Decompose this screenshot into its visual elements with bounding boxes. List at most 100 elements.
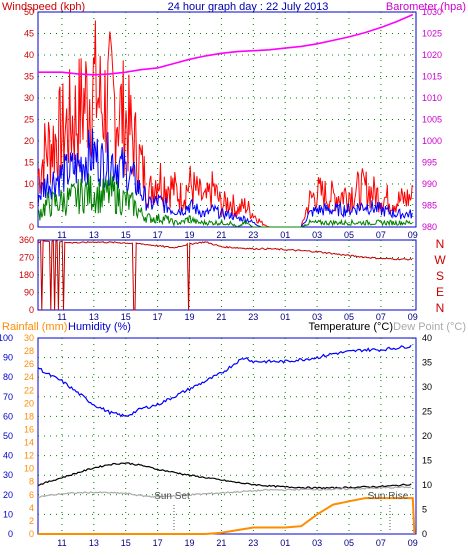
dewpoint-series — [37, 485, 412, 499]
temperature-title: Temperature (°C) — [309, 321, 393, 333]
x-tick-label: 03 — [312, 312, 322, 322]
barometer-series — [38, 13, 414, 76]
compass-label: N — [436, 237, 445, 251]
temperature-series — [37, 462, 412, 490]
x-tick-label: 19 — [185, 230, 195, 240]
barometer-right-tick: 1030 — [422, 7, 442, 17]
x-tick-label: 09 — [408, 230, 418, 240]
x-tick-label: 07 — [376, 312, 386, 322]
humidity-tick: 100 — [0, 333, 13, 343]
direction-left-tick: 360 — [19, 235, 34, 245]
rain-tick: 30 — [24, 333, 34, 343]
x-tick-label: 15 — [121, 538, 131, 548]
rain-tick: 2 — [29, 516, 34, 526]
barometer-right-tick: 990 — [422, 179, 437, 189]
barometer-title: Barometer (hpa) — [386, 1, 466, 13]
x-tick-label: 07 — [376, 538, 386, 548]
barometer-right-tick: 1000 — [422, 136, 442, 146]
x-tick-label: 03 — [312, 230, 322, 240]
x-tick-label: 13 — [89, 312, 99, 322]
x-tick-label: 11 — [57, 312, 66, 322]
rain-series — [38, 497, 416, 535]
rainfall-title: Rainfall (mm) — [2, 321, 67, 333]
temperature-tick: 20 — [422, 431, 432, 441]
rain-tick: 14 — [24, 438, 34, 448]
wind-left-tick: 5 — [29, 201, 34, 211]
rain-tick: 0 — [29, 529, 34, 539]
humidity-title: Humidity (%) — [68, 321, 131, 333]
rain-tick: 8 — [29, 477, 34, 487]
x-tick-label: 11 — [57, 538, 66, 548]
rain-tick: 22 — [24, 385, 34, 395]
temperature-tick: 10 — [422, 480, 432, 490]
humidity-tick: 90 — [3, 353, 13, 363]
humidity-tick: 70 — [3, 392, 13, 402]
x-tick-label: 13 — [89, 538, 99, 548]
x-tick-label: 07 — [376, 230, 386, 240]
graph-title: 24 hour graph day : 22 July 2013 — [168, 1, 329, 13]
x-tick-label: 17 — [153, 230, 163, 240]
wind-left-tick: 10 — [24, 179, 34, 189]
rain-tick: 28 — [24, 346, 34, 356]
x-tick-label: 19 — [185, 312, 195, 322]
temperature-tick: 15 — [422, 456, 432, 466]
barometer-right-tick: 1010 — [422, 93, 442, 103]
x-tick-label: 11 — [57, 230, 66, 240]
barometer-right-tick: 995 — [422, 158, 437, 168]
x-tick-label: 15 — [121, 230, 131, 240]
x-tick-label: 05 — [344, 312, 354, 322]
rain-tick: 16 — [24, 424, 34, 434]
rain-tick: 26 — [24, 359, 34, 369]
compass-label: W — [434, 253, 446, 267]
x-tick-label: 09 — [408, 312, 418, 322]
x-tick-label: 03 — [312, 538, 322, 548]
wind-left-tick: 15 — [24, 158, 34, 168]
barometer-right-tick: 1015 — [422, 72, 442, 82]
x-tick-label: 19 — [185, 538, 195, 548]
barometer-right-tick: 985 — [422, 201, 437, 211]
humidity-tick: 10 — [3, 509, 13, 519]
wind-direction-series — [37, 240, 413, 311]
humidity-tick: 50 — [3, 431, 13, 441]
rain-tick: 20 — [24, 398, 34, 408]
rain-tick: 4 — [29, 503, 34, 513]
barometer-right-tick: 1005 — [422, 115, 442, 125]
x-tick-label: 23 — [248, 538, 258, 548]
x-tick-label: 05 — [344, 538, 354, 548]
wind-left-tick: 35 — [24, 72, 34, 82]
wind-left-tick: 50 — [24, 7, 34, 17]
wind-left-tick: 40 — [24, 50, 34, 60]
barometer-right-tick: 1025 — [422, 29, 442, 39]
humidity-tick: 30 — [3, 470, 13, 480]
avg-wind-series — [37, 128, 413, 228]
barometer-right-tick: 1020 — [422, 50, 442, 60]
dewpoint-title: Dew Point (°C) — [393, 321, 466, 333]
wind-left-tick: 0 — [29, 222, 34, 232]
wind-left-tick: 30 — [24, 93, 34, 103]
x-tick-label: 15 — [121, 312, 131, 322]
direction-left-tick: 180 — [19, 270, 34, 280]
x-tick-label: 01 — [280, 312, 290, 322]
x-tick-label: 01 — [280, 538, 290, 548]
humidity-tick: 80 — [3, 372, 13, 382]
compass-label: S — [436, 269, 444, 283]
x-tick-label: 23 — [248, 312, 258, 322]
sunset-label: Sun Set — [154, 491, 190, 502]
compass-label: N — [436, 301, 445, 315]
humidity-tick: 20 — [3, 490, 13, 500]
gust-wind-series — [37, 20, 413, 228]
x-tick-label: 21 — [216, 230, 226, 240]
wind-left-tick: 20 — [24, 136, 34, 146]
humidity-tick: 60 — [3, 411, 13, 421]
rain-tick: 6 — [29, 490, 34, 500]
x-tick-label: 05 — [344, 230, 354, 240]
temperature-tick: 40 — [422, 333, 432, 343]
bottom-panel-frame — [37, 337, 417, 535]
wind-left-tick: 25 — [24, 115, 34, 125]
x-tick-label: 13 — [89, 230, 99, 240]
humidity-series — [37, 344, 412, 418]
direction-left-tick: 0 — [29, 305, 34, 315]
rain-tick: 24 — [24, 372, 34, 382]
x-tick-label: 09 — [408, 538, 418, 548]
rain-tick: 10 — [24, 464, 34, 474]
